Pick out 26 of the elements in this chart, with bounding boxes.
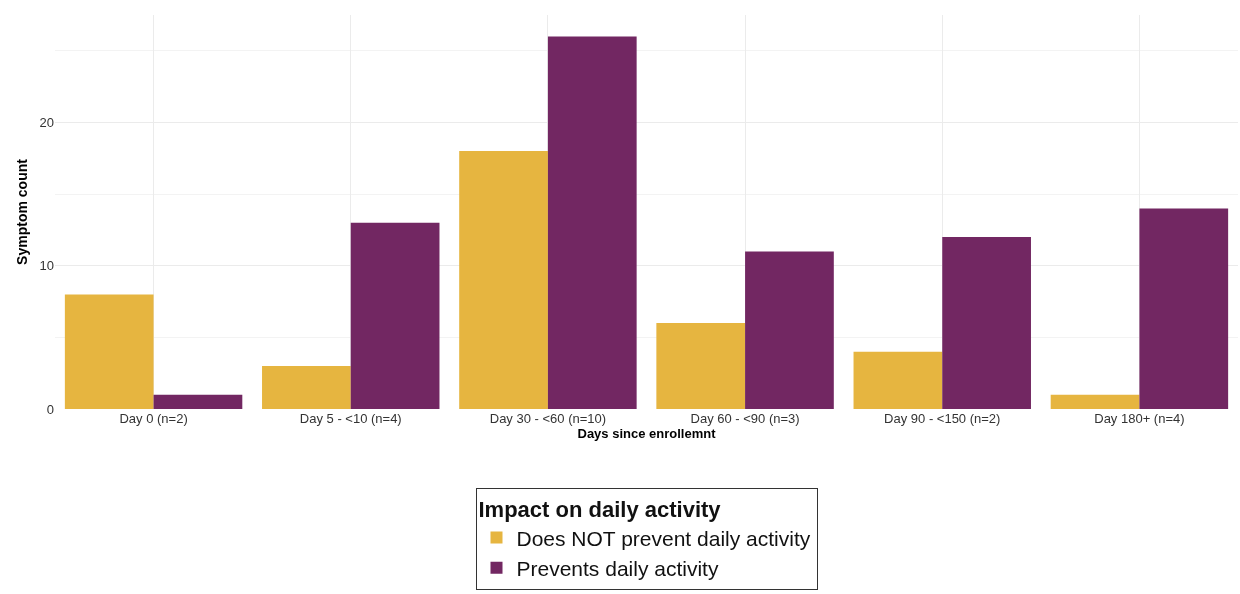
y-tick-label: 20 [39, 115, 54, 130]
legend-label: Prevents daily activity [516, 557, 719, 581]
x-axis-title: Days since enrollemnt [577, 426, 717, 441]
x-tick-label: Day 0 (n=2) [119, 411, 188, 426]
bar [64, 294, 154, 409]
y-tick-label: 0 [46, 401, 54, 417]
y-axis-title: Symptom count [14, 158, 31, 265]
bar [942, 237, 1031, 409]
y-tick-label: 10 [39, 258, 54, 274]
x-tick-label: Day 180+ (n=4) [1094, 411, 1185, 426]
bar [350, 222, 440, 409]
x-tick-label: Day 5 - <10 (n=4) [299, 411, 402, 426]
x-tick-label: Day 30 - <60 (n=10) [489, 411, 607, 426]
legend-title: Impact on daily activity [478, 497, 722, 523]
x-tick-label: Day 60 - <90 (n=3) [690, 411, 800, 426]
bar [153, 394, 243, 409]
bar [1050, 394, 1140, 409]
bar [459, 151, 548, 409]
bar [547, 36, 637, 409]
x-tick-label: Day 90 - <150 (n=2) [884, 411, 1001, 426]
bar [1139, 208, 1229, 409]
bar [656, 323, 746, 409]
bar [853, 351, 943, 409]
bar [262, 366, 351, 409]
legend-label: Does NOT prevent daily activity [516, 526, 811, 550]
bar [745, 251, 834, 409]
